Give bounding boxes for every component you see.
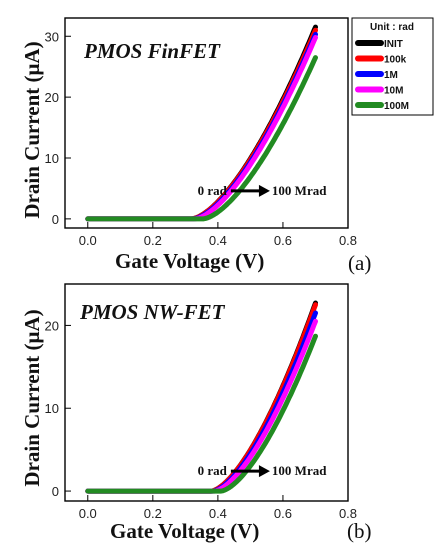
panel-b-frame <box>64 283 349 502</box>
x-tick-label: 0.6 <box>274 233 292 248</box>
y-tick-label: 20 <box>45 90 59 105</box>
panel-a: 0.0 0.2 0.4 0.6 0.8 0 10 20 30 PMOS FinFET 0 ra… <box>20 17 371 275</box>
panel-a-curves <box>85 24 318 222</box>
panel-a-label: (a) <box>348 251 371 275</box>
legend-label-100k: 100k <box>384 55 407 66</box>
panel-b-label: (b) <box>347 519 372 543</box>
panel-a-frame <box>64 17 349 229</box>
panel-a-title: PMOS FinFET <box>83 39 221 63</box>
x-tick-label: 0.4 <box>209 233 227 248</box>
x-tick-label: 0.2 <box>144 506 162 521</box>
panel-a-xlabel: Gate Voltage (V) <box>115 249 264 273</box>
panel-b-y-ticks: 0 10 20 <box>45 318 71 499</box>
legend-label-1M: 1M <box>384 70 398 81</box>
legend-label-100M: 100M <box>384 101 409 112</box>
panel-a-annotation: 0 rad 100 Mrad <box>198 183 328 198</box>
legend-title: Unit : rad <box>370 22 414 33</box>
panel-b: 0.0 0.2 0.4 0.6 0.8 0 10 20 PMOS NW-FET 0 rad 1… <box>20 283 372 543</box>
y-tick-label: 0 <box>52 212 59 227</box>
x-tick-label: 0.8 <box>339 506 357 521</box>
panel-a-x-ticks: 0.0 0.2 0.4 0.6 0.8 <box>79 222 357 248</box>
annotation-end-label: 100 Mrad <box>272 463 327 478</box>
y-tick-label: 20 <box>45 318 59 333</box>
annotation-start-label: 0 rad <box>198 463 228 478</box>
x-tick-label: 0.0 <box>79 233 97 248</box>
x-tick-label: 0.4 <box>209 506 227 521</box>
y-tick-label: 30 <box>45 29 59 44</box>
panel-b-ylabel: Drain Current (μA) <box>20 309 44 486</box>
panel-a-ylabel: Drain Current (μA) <box>20 41 44 218</box>
annotation-start-label: 0 rad <box>198 183 228 198</box>
y-tick-label: 10 <box>45 151 59 166</box>
series-100M-line <box>85 333 318 494</box>
panel-b-x-ticks: 0.0 0.2 0.4 0.6 0.8 <box>79 495 357 521</box>
y-tick-label: 0 <box>52 484 59 499</box>
legend-box <box>351 17 434 116</box>
legend-label-10M: 10M <box>384 86 403 97</box>
annotation-arrow-head <box>258 184 270 197</box>
x-tick-label: 0.0 <box>79 506 97 521</box>
legend-label-INIT: INIT <box>384 39 403 50</box>
x-tick-label: 0.8 <box>339 233 357 248</box>
x-tick-label: 0.6 <box>274 506 292 521</box>
panel-b-annotation: 0 rad 100 Mrad <box>198 463 328 478</box>
panel-b-xlabel: Gate Voltage (V) <box>110 519 259 543</box>
panel-b-title: PMOS NW-FET <box>79 300 226 324</box>
panel-b-curves <box>85 300 318 494</box>
panel-a-y-ticks: 0 10 20 30 <box>45 29 71 227</box>
annotation-end-label: 100 Mrad <box>272 183 327 198</box>
annotation-arrow-head <box>258 465 270 478</box>
legend-items: INIT 100k 1M 10M 100M <box>355 39 409 112</box>
legend: Unit : rad INIT 100k 1M 10M 100M <box>351 17 434 116</box>
series-100M-line <box>85 55 318 222</box>
y-tick-label: 10 <box>45 401 59 416</box>
x-tick-label: 0.2 <box>144 233 162 248</box>
